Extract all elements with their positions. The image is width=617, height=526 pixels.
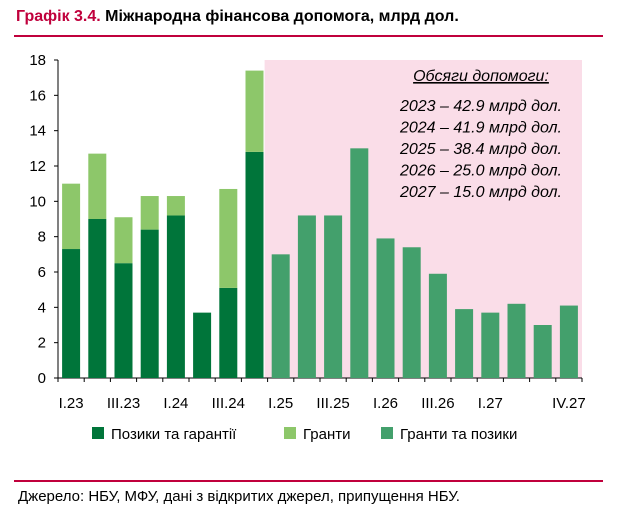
bar-grants-loans — [324, 215, 343, 378]
bar-grants-loans — [402, 247, 421, 378]
bar-grants — [219, 188, 238, 288]
bar-grants-loans — [428, 273, 447, 378]
bar-loans — [140, 229, 159, 378]
y-tick-label: 2 — [38, 335, 46, 352]
chart-title: Графік 3.4. Міжнародна фінансова допомог… — [16, 8, 459, 26]
bar-grants-loans — [350, 148, 369, 378]
annotation-line: 2023 – 42.9 млрд дол. — [399, 98, 562, 115]
figure-number: Графік 3.4. — [16, 8, 101, 25]
y-tick-label: 8 — [38, 229, 46, 246]
annotation-line: 2026 – 25.0 млрд дол. — [399, 163, 562, 180]
y-tick-label: 18 — [29, 52, 46, 69]
bar-grants-loans — [271, 254, 290, 378]
x-tick-label: I.23 — [59, 395, 84, 412]
annotation-line: 2024 – 41.9 млрд дол. — [399, 120, 562, 137]
figure-title: Міжнародна фінансова допомога, млрд дол. — [105, 8, 459, 25]
bottom-rule — [14, 480, 603, 482]
annotation-line: 2025 – 38.4 млрд дол. — [399, 141, 562, 158]
y-tick-label: 16 — [29, 87, 46, 104]
x-tick-label: III.26 — [421, 395, 454, 412]
legend-label: Гранти та позики — [400, 426, 517, 443]
bar-grants-loans — [507, 303, 526, 378]
legend-swatch — [381, 427, 393, 439]
source-note: Джерело: НБУ, МФУ, дані з відкритих джер… — [18, 488, 460, 505]
y-tick-label: 14 — [29, 123, 46, 140]
bar-grants-loans — [559, 305, 578, 378]
bar-grants-loans — [533, 325, 552, 378]
bar-loans — [88, 219, 107, 378]
bar-loans — [219, 287, 238, 378]
bar-grants — [166, 196, 185, 216]
bar-loans — [166, 215, 185, 378]
bar-grants — [62, 183, 81, 250]
legend-label: Гранти — [303, 426, 351, 443]
legend-swatch — [284, 427, 296, 439]
annotation-line: 2027 – 15.0 млрд дол. — [399, 184, 562, 201]
x-tick-label: I.26 — [373, 395, 398, 412]
bar-grants — [140, 196, 159, 230]
x-tick-label: I.27 — [478, 395, 503, 412]
forecast-shading — [264, 60, 582, 378]
y-tick-label: 6 — [38, 264, 46, 281]
bar-grants-loans — [455, 309, 474, 378]
legend-swatch — [92, 427, 104, 439]
bar-loans — [245, 151, 264, 378]
bar-grants — [114, 217, 133, 264]
x-tick-label: III.25 — [316, 395, 349, 412]
x-tick-label: IV.27 — [552, 395, 586, 412]
bar-grants — [88, 153, 107, 219]
bar-grants-loans — [481, 312, 500, 378]
y-tick-label: 4 — [38, 299, 46, 316]
annotation-heading: Обсяги допомоги: — [413, 68, 549, 85]
bar-grants-loans — [376, 238, 395, 378]
bar-loans — [114, 263, 133, 378]
x-tick-label: III.24 — [212, 395, 245, 412]
y-tick-label: 0 — [38, 370, 46, 387]
bar-loans — [193, 312, 212, 378]
legend-label: Позики та гарантії — [111, 426, 237, 443]
x-tick-label: III.23 — [107, 395, 140, 412]
bar-grants — [245, 70, 264, 152]
top-rule — [14, 35, 603, 37]
x-tick-label: I.25 — [268, 395, 293, 412]
x-tick-label: I.24 — [163, 395, 188, 412]
bar-grants-loans — [297, 215, 316, 378]
chart: 0 2 4 6 8 10 12 14 16 18 I.23 III.23 I.24 III.24 I.25 I… — [29, 52, 586, 443]
bar-loans — [62, 249, 81, 378]
y-tick-label: 12 — [29, 158, 46, 175]
y-tick-label: 10 — [29, 193, 46, 210]
